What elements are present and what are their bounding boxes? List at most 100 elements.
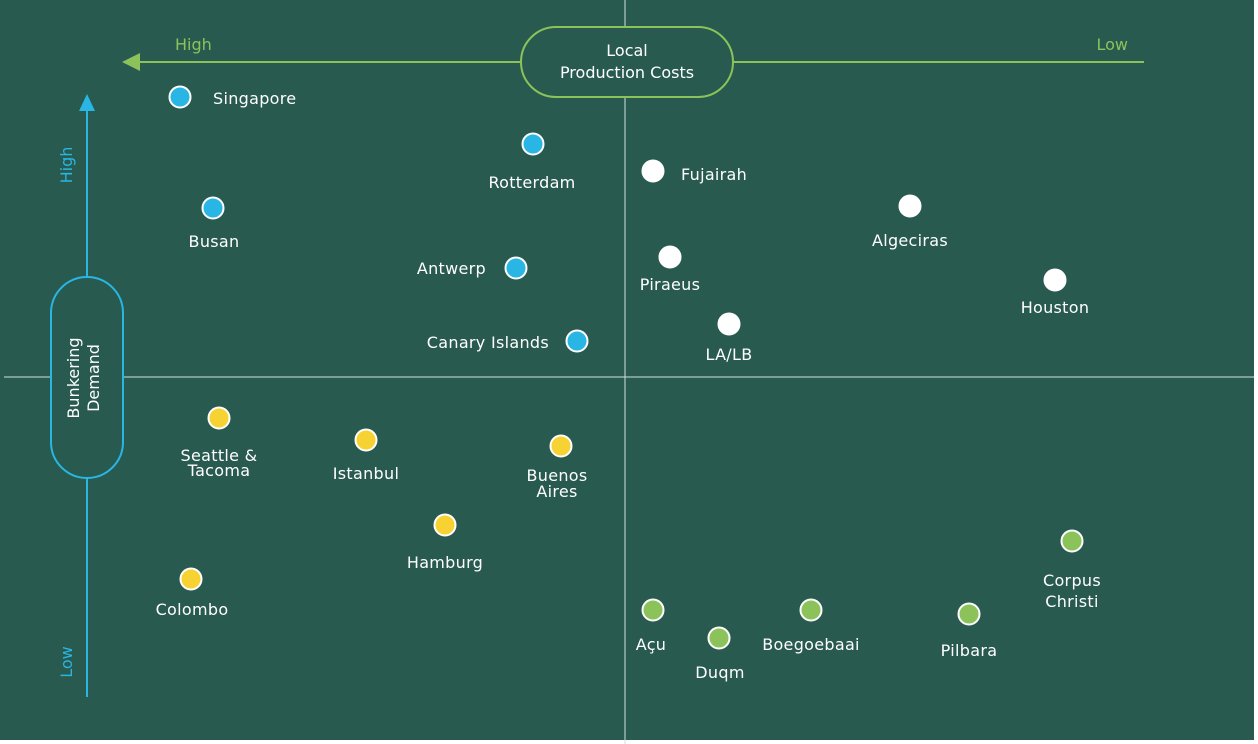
port-fujairah-label-line: Fujairah [681, 165, 747, 184]
port-antwerp-label: Antwerp [417, 259, 486, 278]
port-houston-label-line: Houston [1021, 298, 1090, 317]
port-acu: Açu [636, 598, 667, 654]
port-la-lb-label: LA/LB [705, 345, 752, 364]
port-boegoebaai-label-line: Boegoebaai [762, 635, 860, 654]
port-canary-islands-label: Canary Islands [427, 333, 549, 352]
port-istanbul: Istanbul [333, 428, 399, 483]
port-houston-marker [1043, 268, 1067, 292]
y-axis-title-line2: Demand [84, 344, 103, 412]
port-canary-islands: Canary Islands [427, 329, 589, 353]
port-buenos-aires-label-line: Buenos [526, 466, 587, 485]
port-algeciras: Algeciras [872, 194, 948, 250]
port-duqm: Duqm [695, 626, 744, 682]
port-piraeus-marker [658, 245, 682, 269]
port-istanbul-label-line: Istanbul [333, 464, 399, 483]
port-duqm-label: Duqm [695, 663, 744, 682]
port-piraeus: Piraeus [640, 245, 701, 294]
port-istanbul-marker [354, 428, 378, 452]
port-busan-label-line: Busan [189, 232, 240, 251]
port-acu-label: Açu [636, 635, 667, 654]
port-la-lb-label-line: LA/LB [705, 345, 752, 364]
port-canary-islands-marker [565, 329, 589, 353]
port-algeciras-label: Algeciras [872, 231, 948, 250]
port-algeciras-marker [898, 194, 922, 218]
port-boegoebaai-marker [799, 598, 823, 622]
port-fujairah-marker [641, 159, 665, 183]
port-corpus-christi-label: Corpus Christi [1043, 571, 1101, 611]
port-busan: Busan [189, 196, 240, 251]
port-colombo-label-line: Colombo [156, 600, 229, 619]
x-axis-arrow-icon [122, 53, 140, 71]
y-axis-title-line1: Bunkering [64, 337, 83, 418]
x-axis-title-line2: Production Costs [560, 63, 694, 82]
port-rotterdam: Rotterdam [488, 132, 575, 192]
y-axis: Bunkering Demand High Low [50, 94, 124, 697]
port-pilbara: Pilbara [941, 602, 998, 660]
port-duqm-label-line: Duqm [695, 663, 744, 682]
port-duqm-marker [707, 626, 731, 650]
port-acu-label-line: Açu [636, 635, 667, 654]
port-rotterdam-label-line: Rotterdam [488, 173, 575, 192]
port-seattle-tacoma-marker [207, 406, 231, 430]
port-colombo: Colombo [156, 567, 229, 619]
port-seattle-tacoma: Seattle & Tacoma [181, 406, 258, 480]
port-buenos-aires-label: Buenos Aires [526, 466, 587, 501]
port-seattle-tacoma-label-line: Seattle & [181, 446, 258, 465]
port-pilbara-marker [957, 602, 981, 626]
port-boegoebaai-label: Boegoebaai [762, 635, 860, 654]
port-colombo-label: Colombo [156, 600, 229, 619]
port-hamburg-label: Hamburg [407, 553, 483, 572]
port-busan-label: Busan [189, 232, 240, 251]
y-axis-low-label: Low [57, 646, 76, 678]
port-acu-marker [641, 598, 665, 622]
port-seattle-tacoma-label-line: Tacoma [187, 461, 251, 480]
port-fujairah-label: Fujairah [681, 165, 747, 184]
x-axis-title-line1: Local [606, 41, 647, 60]
port-buenos-aires: Buenos Aires [526, 434, 587, 501]
port-singapore: Singapore [168, 85, 296, 109]
port-colombo-marker [179, 567, 203, 591]
port-singapore-marker [168, 85, 192, 109]
port-singapore-label-line: Singapore [213, 89, 296, 108]
port-rotterdam-label: Rotterdam [488, 173, 575, 192]
port-antwerp-marker [504, 256, 528, 280]
port-corpus-christi-label-line: Corpus [1043, 571, 1101, 590]
port-la-lb-marker [717, 312, 741, 336]
port-antwerp-label-line: Antwerp [417, 259, 486, 278]
port-algeciras-label-line: Algeciras [872, 231, 948, 250]
port-rotterdam-marker [521, 132, 545, 156]
port-istanbul-label: Istanbul [333, 464, 399, 483]
port-singapore-label: Singapore [213, 89, 296, 108]
port-piraeus-label: Piraeus [640, 275, 701, 294]
port-hamburg-label-line: Hamburg [407, 553, 483, 572]
port-antwerp: Antwerp [417, 256, 528, 280]
port-buenos-aires-marker [549, 434, 573, 458]
port-pilbara-label: Pilbara [941, 641, 998, 660]
port-corpus-christi-label-line: Christi [1045, 592, 1099, 611]
port-corpus-christi-marker [1060, 529, 1084, 553]
x-axis-high-label: High [175, 35, 212, 54]
port-seattle-tacoma-label: Seattle & Tacoma [181, 446, 258, 480]
ports-layer: Singapore Rotterdam Busan Antwerp Canary Isl… [156, 85, 1101, 682]
port-boegoebaai: Boegoebaai [762, 598, 860, 654]
x-axis-low-label: Low [1096, 35, 1128, 54]
port-busan-marker [201, 196, 225, 220]
port-corpus-christi: Corpus Christi [1043, 529, 1101, 611]
x-axis-title-box [520, 26, 734, 98]
port-la-lb: LA/LB [705, 312, 752, 364]
port-piraeus-label-line: Piraeus [640, 275, 701, 294]
port-buenos-aires-label-line: Aires [536, 482, 577, 501]
port-houston: Houston [1021, 268, 1090, 317]
port-hamburg-marker [433, 513, 457, 537]
y-axis-high-label: High [57, 147, 76, 184]
port-canary-islands-label-line: Canary Islands [427, 333, 549, 352]
port-pilbara-label-line: Pilbara [941, 641, 998, 660]
y-axis-arrow-icon [79, 94, 95, 111]
x-axis: Local Production Costs High Low [122, 26, 1144, 98]
port-hamburg: Hamburg [407, 513, 483, 572]
port-fujairah: Fujairah [641, 159, 747, 184]
port-houston-label: Houston [1021, 298, 1090, 317]
